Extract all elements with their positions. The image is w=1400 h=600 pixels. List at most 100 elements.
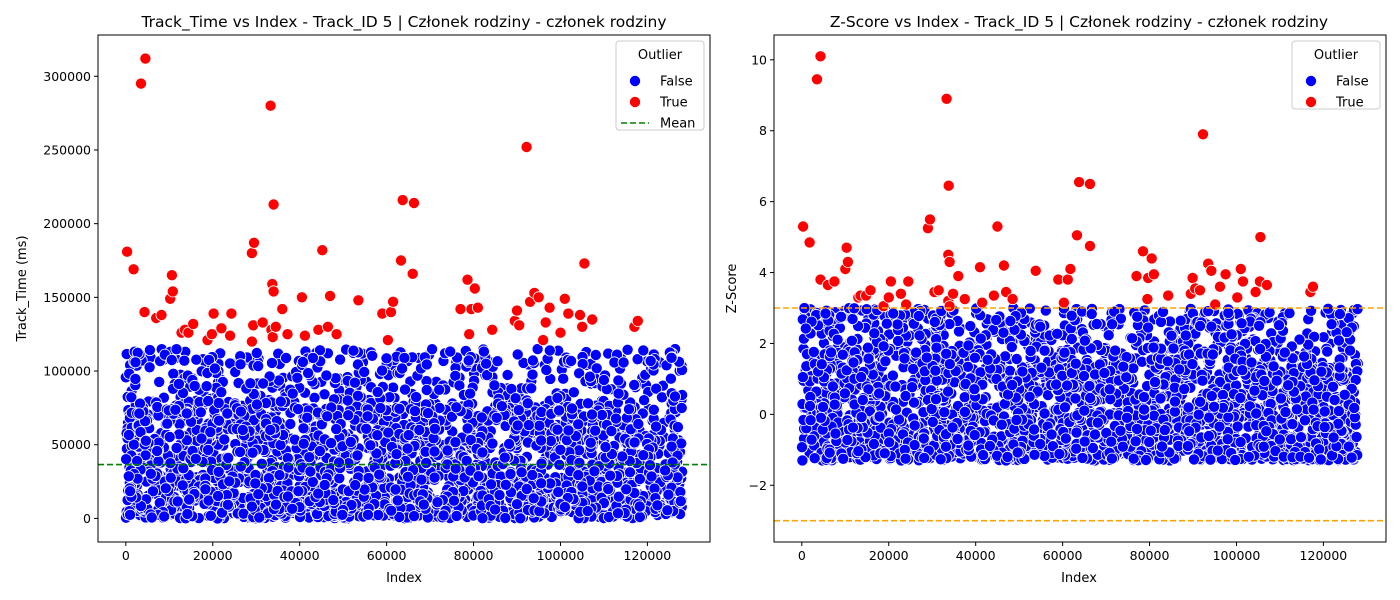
- normal-point: [327, 494, 340, 507]
- normal-point: [284, 417, 297, 430]
- normal-point: [398, 351, 411, 364]
- normal-point: [476, 446, 489, 459]
- normal-point: [188, 379, 201, 392]
- x-tick-label: 40000: [280, 548, 320, 563]
- normal-point: [249, 477, 262, 490]
- normal-point: [612, 387, 625, 400]
- normal-point: [535, 457, 548, 470]
- normal-point: [1038, 407, 1051, 420]
- normal-point: [796, 454, 809, 467]
- normal-point: [1131, 310, 1144, 323]
- legend-label: False: [660, 75, 693, 90]
- normal-point: [632, 417, 645, 430]
- normal-point: [1065, 332, 1078, 345]
- normal-point: [938, 406, 951, 419]
- normal-point: [472, 470, 485, 483]
- normal-point: [372, 508, 385, 521]
- normal-point: [604, 469, 617, 482]
- normal-point: [596, 408, 609, 421]
- normal-point: [380, 352, 393, 365]
- normal-point: [344, 435, 357, 448]
- normal-point: [1235, 317, 1248, 330]
- normal-point: [1105, 435, 1118, 448]
- normal-point: [371, 429, 384, 442]
- outlier-point: [127, 263, 140, 276]
- normal-point: [274, 438, 287, 451]
- normal-point: [623, 403, 636, 416]
- outlier-point: [558, 292, 571, 305]
- normal-point: [1084, 391, 1097, 404]
- outlier-point: [224, 329, 237, 342]
- normal-point: [296, 355, 309, 368]
- normal-point: [1078, 369, 1091, 382]
- normal-point: [476, 512, 489, 525]
- normal-point: [637, 344, 650, 357]
- normal-point: [491, 355, 504, 368]
- normal-point: [257, 377, 270, 390]
- outlier-point: [407, 196, 420, 209]
- normal-point: [633, 500, 646, 513]
- normal-point: [647, 403, 660, 416]
- normal-point: [873, 387, 886, 400]
- normal-point: [498, 451, 511, 464]
- normal-point: [612, 507, 625, 520]
- normal-point: [163, 430, 176, 443]
- outlier-point: [543, 301, 556, 314]
- normal-point: [245, 500, 258, 513]
- outlier-point: [247, 236, 260, 249]
- normal-point: [650, 420, 663, 433]
- normal-point: [553, 404, 566, 417]
- normal-point: [488, 379, 501, 392]
- outlier-point: [121, 245, 134, 258]
- normal-point: [511, 348, 524, 361]
- normal-point: [389, 483, 402, 496]
- normal-point: [1325, 318, 1338, 331]
- normal-point: [475, 411, 488, 424]
- outlier-point: [138, 306, 151, 319]
- normal-point: [139, 434, 152, 447]
- normal-point: [1342, 440, 1355, 453]
- normal-point: [860, 303, 873, 316]
- legend-label: True: [659, 96, 688, 111]
- normal-point: [234, 445, 247, 458]
- normal-point: [509, 392, 522, 405]
- normal-point: [211, 489, 224, 502]
- normal-point: [449, 436, 462, 449]
- outlier-point: [330, 328, 343, 341]
- normal-point: [273, 469, 286, 482]
- normal-point: [807, 345, 820, 358]
- normal-point: [612, 374, 625, 387]
- normal-point: [493, 489, 506, 502]
- normal-point: [373, 468, 386, 481]
- normal-point: [408, 405, 421, 418]
- outlier-point: [394, 254, 407, 267]
- normal-point: [183, 493, 196, 506]
- outlier-point: [454, 303, 467, 316]
- outlier-point: [578, 257, 591, 270]
- normal-point: [143, 361, 156, 374]
- normal-point: [1024, 344, 1037, 357]
- outlier-point: [276, 303, 289, 316]
- normal-point: [269, 498, 282, 511]
- normal-point: [562, 424, 575, 437]
- outlier-point: [166, 285, 179, 298]
- outlier-point: [463, 328, 476, 341]
- outlier-point: [155, 308, 168, 321]
- normal-point: [428, 445, 441, 458]
- normal-point: [358, 365, 371, 378]
- normal-point: [846, 312, 859, 325]
- normal-point: [573, 444, 586, 457]
- normal-point: [420, 383, 433, 396]
- normal-point: [122, 470, 135, 483]
- normal-point: [325, 437, 338, 450]
- normal-point: [236, 423, 249, 436]
- normal-point: [1188, 453, 1201, 466]
- normal-point: [208, 362, 221, 375]
- normal-point: [444, 345, 457, 358]
- normal-point: [431, 496, 444, 509]
- normal-point: [303, 451, 316, 464]
- normal-point: [543, 344, 556, 357]
- normal-point: [165, 353, 178, 366]
- normal-point: [664, 372, 677, 385]
